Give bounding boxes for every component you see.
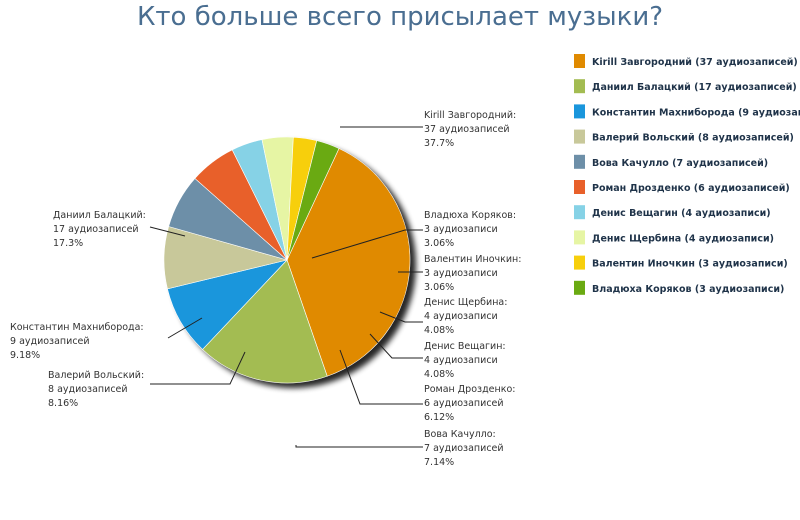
slice-label-name: Вова Качулло: <box>424 429 496 440</box>
legend-swatch-роман-дрозденко <box>574 180 585 194</box>
slice-label-name: Владюха Коряков: <box>424 210 516 221</box>
leader-line-денис-вещагин <box>369 333 423 359</box>
legend-swatch-денис-вещагин <box>574 205 585 220</box>
slice-label-name: Kirill Завгородний: <box>424 110 516 121</box>
legend-item-денис-вещагин: Денис Вещагин (4 аудиозаписи) <box>592 208 771 219</box>
slice-label-name: Денис Щербина: <box>424 297 507 308</box>
slice-label-count: 37 аудиозаписей <box>424 124 510 135</box>
slice-label-percent: 9.18% <box>10 350 40 361</box>
slice-label-count: 4 аудиозаписи <box>424 355 498 366</box>
slice-label-count: 17 аудиозаписей <box>53 224 139 235</box>
leader-line-денис-щербина <box>379 311 423 323</box>
legend-swatch-валентин-иночкин <box>574 255 585 270</box>
slice-label-percent: 17.3% <box>53 238 83 249</box>
slice-label-count: 9 аудиозаписей <box>10 336 90 347</box>
slice-label-count: 4 аудиозаписи <box>424 311 498 322</box>
slice-label-count: 3 аудиозаписи <box>424 224 498 235</box>
slice-label-percent: 3.06% <box>424 282 454 293</box>
leader-line-даниил-балацкий <box>149 226 186 237</box>
slice-label-count: 6 аудиозаписей <box>424 398 504 409</box>
slice-label-name: Даниил Балацкий: <box>53 210 146 221</box>
legend-swatch-валерий-вольский <box>574 129 585 144</box>
slice-label-name: Константин Махнибородa: <box>10 322 144 333</box>
legend-item-валентин-иночкин: Валентин Иночкин (3 аудиозаписи) <box>592 259 788 270</box>
slice-label-percent: 4.08% <box>424 325 454 336</box>
slice-label-percent: 7.14% <box>424 457 454 468</box>
slice-label-percent: 8.16% <box>48 398 78 409</box>
slice-label-name: Денис Вещагин: <box>424 341 506 352</box>
legend-item-роман-дрозденко: Роман Дрозденко (6 аудиозаписей) <box>592 183 790 194</box>
slice-label-count: 7 аудиозаписей <box>424 443 504 454</box>
chart-title: Кто больше всего присылает музыки? <box>136 2 664 32</box>
leader-line-владюха-коряков <box>311 229 423 259</box>
leader-line-вова-качулло <box>295 445 423 448</box>
legend-swatch-владюха-коряков <box>574 280 585 295</box>
legend-item-валерий-вольский: Валерий Вольский (8 аудиозаписей) <box>592 133 794 144</box>
leader-line-константин-махнибородa <box>167 317 203 339</box>
slice-label-name: Валерий Вольский: <box>48 370 144 381</box>
slice-label-name: Валентин Иночкин: <box>424 254 521 265</box>
pie-slice-даниил-балацкий <box>202 259 328 384</box>
slice-label-name: Роман Дрозденко: <box>424 384 515 395</box>
slice-label-percent: 4.08% <box>424 369 454 380</box>
pie-slice-владюха-коряков <box>286 140 340 261</box>
legend-item-денис-щербина: Денис Щербина (4 аудиозаписи) <box>592 233 774 244</box>
legend-swatch-даниил-балацкий <box>574 79 585 94</box>
slice-label-percent: 3.06% <box>424 238 454 249</box>
leader-line-валерий-вольский <box>150 351 246 385</box>
legend-item-владюха-коряков: Владюха Коряков (3 аудиозаписи) <box>592 284 784 295</box>
slice-label-count: 3 аудиозаписи <box>424 268 498 279</box>
slice-label-percent: 6.12% <box>424 412 454 423</box>
legend-item-даниил-балацкий: Даниил Балацкий (17 аудиозаписей) <box>592 82 797 93</box>
pie-slice-kirill-завгородний <box>286 148 411 377</box>
legend-item-константин-махнибородa: Константин Махнибородa (9 аудиозап <box>592 107 800 118</box>
legend-swatch-kirill-завгородний <box>574 54 585 68</box>
leader-line-роман-дрозденко <box>339 349 423 405</box>
slice-label-percent: 37.7% <box>424 138 454 149</box>
legend-swatch-константин-махнибородa <box>574 104 585 119</box>
slice-label-count: 8 аудиозаписей <box>48 384 128 395</box>
legend-swatch-вова-качулло <box>574 154 585 169</box>
legend-item-kirill-завгородний: Kirill Завгородний (37 аудиозаписей) <box>592 57 798 68</box>
legend-item-вова-качулло: Вова Качулло (7 аудиозаписей) <box>592 158 768 169</box>
legend-swatch-денис-щербина <box>574 230 585 245</box>
